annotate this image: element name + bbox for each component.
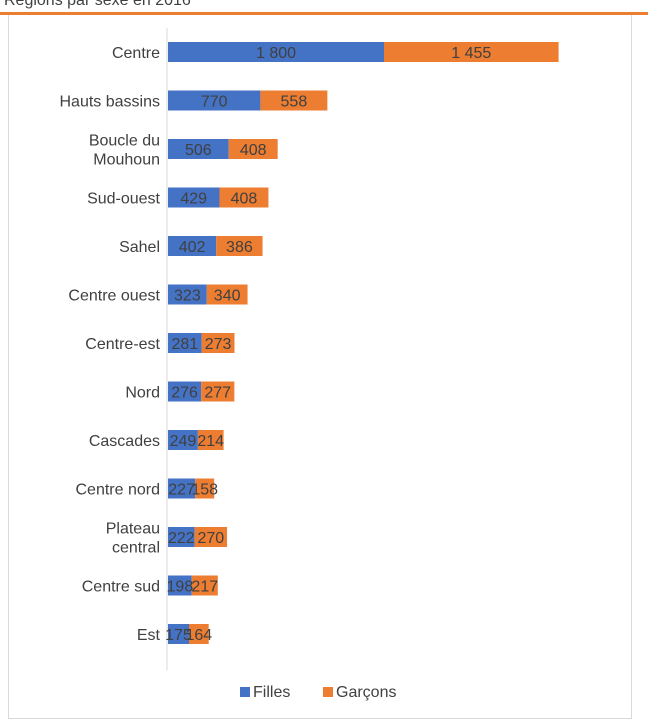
category-label: Mouhoun bbox=[93, 152, 160, 169]
data-label: 408 bbox=[231, 191, 258, 208]
data-label: 277 bbox=[204, 385, 231, 402]
category-label: Centre-est bbox=[85, 336, 160, 353]
data-label: 1 455 bbox=[451, 45, 491, 62]
legend-label: Garçons bbox=[336, 684, 396, 701]
data-label: 273 bbox=[205, 336, 232, 353]
category-labels: Centre Hauts bassins Boucle du Mouhoun Sud-o… bbox=[60, 45, 161, 644]
legend: Filles Garçons bbox=[240, 684, 396, 701]
data-label: 217 bbox=[191, 579, 218, 596]
category-label: Est bbox=[137, 627, 161, 644]
category-label: Nord bbox=[125, 385, 160, 402]
data-label: 276 bbox=[171, 385, 198, 402]
data-label: 506 bbox=[185, 142, 212, 159]
legend-label: Filles bbox=[253, 684, 290, 701]
data-label: 386 bbox=[226, 239, 253, 256]
data-label: 1 800 bbox=[256, 45, 296, 62]
category-label: Plateau bbox=[106, 521, 160, 538]
category-label: Boucle du bbox=[89, 133, 160, 150]
data-label: 558 bbox=[281, 94, 308, 111]
category-label: Centre sud bbox=[82, 579, 160, 596]
category-label: Hauts bassins bbox=[60, 94, 161, 111]
legend-swatch-garçons bbox=[323, 687, 333, 697]
category-label: Sahel bbox=[119, 239, 160, 256]
data-label: 408 bbox=[240, 142, 267, 159]
data-label: 770 bbox=[201, 94, 228, 111]
data-label: 164 bbox=[185, 627, 212, 644]
category-label: Centre bbox=[112, 45, 160, 62]
data-label: 270 bbox=[197, 530, 224, 547]
data-label: 340 bbox=[214, 288, 241, 305]
data-labels: 1 800 1 455 770 558 506 408 429 408 402 386 323 340… bbox=[165, 45, 491, 644]
category-label: Centre nord bbox=[76, 482, 161, 499]
data-label: 198 bbox=[167, 579, 194, 596]
data-label: 281 bbox=[172, 336, 199, 353]
data-label: 222 bbox=[168, 530, 195, 547]
data-label: 429 bbox=[180, 191, 207, 208]
data-label: 323 bbox=[174, 288, 201, 305]
category-label: Cascades bbox=[89, 433, 160, 450]
category-label: Centre ouest bbox=[68, 288, 160, 305]
data-label: 402 bbox=[179, 239, 206, 256]
data-label: 214 bbox=[197, 433, 224, 450]
category-label: central bbox=[112, 540, 160, 557]
legend-swatch-filles bbox=[240, 687, 250, 697]
category-label: Sud-ouest bbox=[87, 191, 160, 208]
data-label: 249 bbox=[170, 433, 197, 450]
data-label: 158 bbox=[191, 482, 218, 499]
